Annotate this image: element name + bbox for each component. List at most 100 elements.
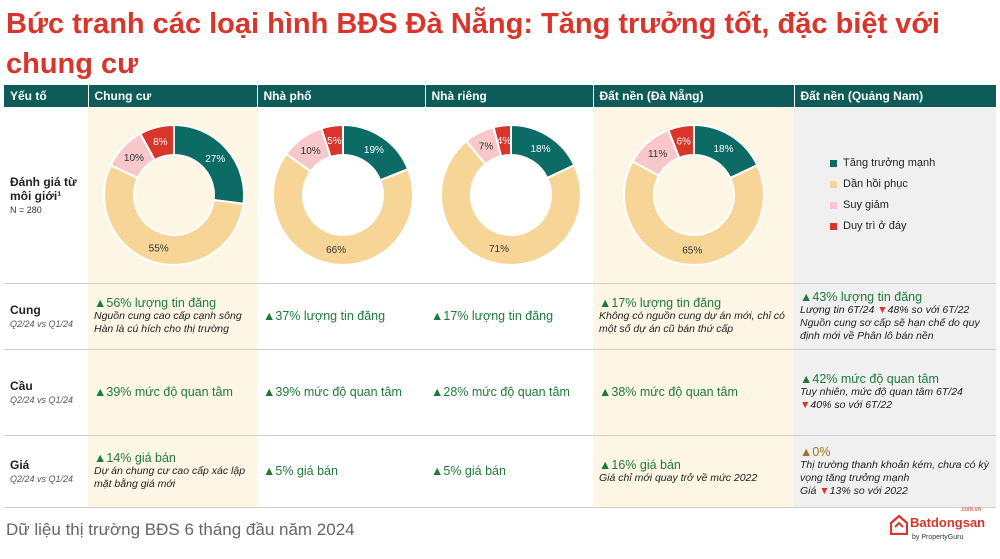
donut-label-declining: 7% xyxy=(479,141,494,152)
demand-cell-dat-nen-quang-nam: ▲42% mức độ quan tâm Tuy nhiên, mức độ q… xyxy=(794,349,996,436)
up-arrow-icon: ▲ xyxy=(800,289,813,304)
price-note: Thị trường thanh khoản kém, chưa có kỳ v… xyxy=(800,458,989,484)
donut-chart-chung-cu: 27% 55% 10% 8% xyxy=(103,123,245,266)
brand-logo: .com.vn Batdongsan by PropertyGuru xyxy=(890,507,995,553)
legend-swatch xyxy=(830,201,837,209)
supply-row: Cung Q2/24 vs Q1/24 ▲56% lượng tin đăng … xyxy=(4,283,996,350)
donut-slice-bottom xyxy=(492,123,512,158)
up-arrow-icon: ▲ xyxy=(599,296,612,310)
header-dat-nen-quang-nam: Đất nền (Quảng Nam) xyxy=(794,85,997,107)
header-dat-nen-da-nang: Đất nền (Đà Nẵng) xyxy=(593,85,795,107)
price-cell-dat-nen-da-nang: ▲16% giá bán Giá chỉ mới quay trở về mức… xyxy=(593,435,794,508)
legend-swatch xyxy=(830,180,837,188)
supply-cell-nha-rieng: ▲17% lượng tin đăng xyxy=(425,283,593,350)
demand-cell-dat-nen-da-nang: ▲38% mức độ quan tâm xyxy=(593,349,794,436)
footer-note: Dữ liệu thị trường BĐS 6 tháng đầu năm 2… xyxy=(6,520,355,539)
price-row: Giá Q2/24 vs Q1/24 ▲14% giá bán Dự án ch… xyxy=(4,435,996,508)
header-nha-rieng: Nhà riêng xyxy=(425,85,594,107)
supply-cell-chung-cu: ▲56% lượng tin đăng Nguồn cung cao cấp c… xyxy=(88,283,257,350)
chart-legend: Tăng trưởng mạnh Dần hồi phục Suy giảm D… xyxy=(800,157,990,232)
header-row: Yếu tố Chung cư Nhà phố Nhà riêng Đất nề… xyxy=(4,85,997,107)
price-label: Giá xyxy=(10,458,30,472)
logo-wordmark: Batdongsan xyxy=(910,515,986,530)
up-arrow-icon: ▲ xyxy=(431,385,444,399)
donut-label-strong-growth: 19% xyxy=(364,145,384,156)
flat-arrow-icon: ▲ xyxy=(800,444,813,459)
donut-label-recovering: 65% xyxy=(682,245,702,256)
donut-label-recovering: 71% xyxy=(489,244,509,255)
donut-label-recovering: 55% xyxy=(149,243,169,254)
donut-cell-chung-cu: 27% 55% 10% 8% xyxy=(88,107,257,284)
price-metric: ▲5% giá bán xyxy=(263,464,338,478)
supply-period: Q2/24 vs Q1/24 xyxy=(10,319,74,329)
price-metric: ▲5% giá bán xyxy=(431,464,506,478)
supply-cell-nha-pho: ▲37% lượng tin đăng xyxy=(257,283,425,350)
up-arrow-icon: ▲ xyxy=(94,296,107,310)
donut-label-bottom: 8% xyxy=(153,137,168,148)
supply-row-header: Cung Q2/24 vs Q1/24 xyxy=(4,283,88,350)
house-logo-icon xyxy=(890,515,908,535)
donut-slice-recovering xyxy=(622,159,765,266)
donut-chart-nha-pho: 19% 66% 10% 5% xyxy=(272,123,414,266)
rating-row-header: Đánh giá từ môi giới¹ N = 280 xyxy=(4,107,88,284)
up-arrow-icon: ▲ xyxy=(263,309,276,323)
price-cell-chung-cu: ▲14% giá bán Dự án chung cư cao cấp xác … xyxy=(88,435,257,508)
up-arrow-icon: ▲ xyxy=(94,451,107,465)
demand-note: Tuy nhiên, mức độ quan tâm 6T/24 xyxy=(800,386,963,398)
donut-cell-nha-pho: 19% 66% 10% 5% xyxy=(257,107,425,284)
price-note-comparison: Giá ▼13% so với 2022 xyxy=(800,484,908,497)
demand-row-header: Cầu Q2/24 vs Q1/24 xyxy=(4,349,88,436)
demand-cell-chung-cu: ▲39% mức độ quan tâm xyxy=(88,349,257,436)
price-cell-nha-pho: ▲5% giá bán xyxy=(257,435,425,508)
down-arrow-icon: ▼ xyxy=(877,303,888,316)
up-arrow-icon: ▲ xyxy=(431,464,444,478)
legend-swatch xyxy=(830,159,837,167)
rating-row: Đánh giá từ môi giới¹ N = 280 27% 55% 10% 8… xyxy=(4,107,996,284)
rating-label: Đánh giá từ môi giới¹ xyxy=(10,174,77,203)
supply-note: Không có nguồn cung dự án mới, chỉ có mộ… xyxy=(599,310,785,335)
supply-metric: ▲37% lượng tin đăng xyxy=(263,309,386,323)
header-nha-pho: Nhà phố xyxy=(257,85,426,107)
supply-note: Nguồn cung cao cấp cạnh sông Hàn là cú h… xyxy=(94,310,242,335)
price-cell-nha-rieng: ▲5% giá bán xyxy=(425,435,593,508)
demand-note-comparison: ▼40% so với 6T/22 xyxy=(800,399,893,411)
demand-row: Cầu Q2/24 vs Q1/24 ▲39% mức độ quan tâm … xyxy=(4,349,996,436)
price-metric: ▲16% giá bán xyxy=(599,457,681,472)
up-arrow-icon: ▲ xyxy=(263,464,276,478)
demand-cell-nha-pho: ▲39% mức độ quan tâm xyxy=(257,349,425,436)
price-metric: ▲0% xyxy=(800,444,831,459)
supply-metric: ▲17% lượng tin đăng xyxy=(599,296,722,310)
donut-slice-bottom xyxy=(320,123,344,158)
donut-slice-recovering xyxy=(272,152,414,266)
donut-label-declining: 10% xyxy=(124,153,144,164)
donut-label-bottom: 6% xyxy=(676,136,691,147)
up-arrow-icon: ▲ xyxy=(599,385,612,399)
up-arrow-icon: ▲ xyxy=(599,457,612,472)
supply-label: Cung xyxy=(10,303,41,317)
legend-cell: Tăng trưởng mạnh Dần hồi phục Suy giảm D… xyxy=(794,107,996,284)
demand-metric: ▲28% mức độ quan tâm xyxy=(431,385,570,399)
header-factor: Yếu tố xyxy=(4,85,89,107)
price-note: Giá chỉ mới quay trở về mức 2022 xyxy=(599,471,758,484)
logo-tagline: by PropertyGuru xyxy=(912,534,964,541)
rating-sample-size: N = 280 xyxy=(10,204,42,215)
supply-note: Nguồn cung sơ cấp sẽ hạn chế do quy định… xyxy=(800,316,980,342)
legend-item-bottom: Duy trì ở đáy xyxy=(830,220,990,232)
supply-cell-dat-nen-da-nang: ▲17% lượng tin đăng Không có nguồn cung … xyxy=(593,283,794,350)
price-row-header: Giá Q2/24 vs Q1/24 xyxy=(4,435,88,508)
header-chung-cu: Chung cư xyxy=(88,85,258,107)
price-metric: ▲14% giá bán xyxy=(94,451,176,465)
legend-item-strong-growth: Tăng trưởng mạnh xyxy=(830,157,990,169)
donut-slice-bottom xyxy=(666,123,695,159)
supply-note-comparison: Lượng tin 6T/24 ▼48% so với 6T/22 xyxy=(800,303,970,316)
comparison-table: Yếu tố Chung cư Nhà phố Nhà riêng Đất nề… xyxy=(4,85,997,508)
price-note: Dự án chung cư cao cấp xác lập mặt bằng … xyxy=(94,465,246,490)
down-arrow-icon: ▼ xyxy=(800,399,811,411)
donut-chart-dat-nen-da-nang: 18% 65% 11% 6% xyxy=(622,123,765,266)
up-arrow-icon: ▲ xyxy=(800,372,813,386)
donut-label-strong-growth: 27% xyxy=(205,154,225,165)
donut-chart-nha-rieng: 18% 71% 7%4% xyxy=(440,123,582,266)
down-arrow-icon: ▼ xyxy=(819,484,830,497)
donut-label-bottom: 5% xyxy=(327,136,342,147)
logo-domain: .com.vn xyxy=(960,507,982,513)
